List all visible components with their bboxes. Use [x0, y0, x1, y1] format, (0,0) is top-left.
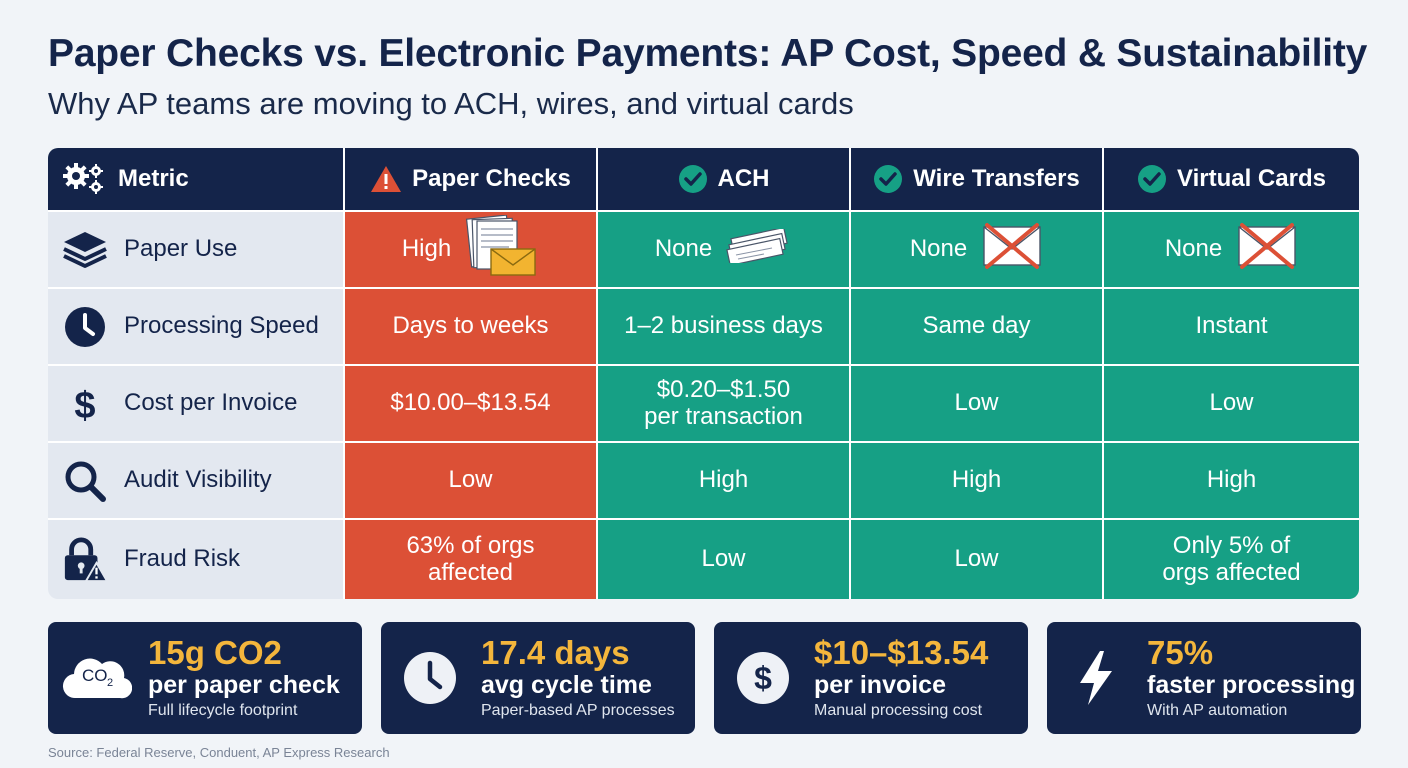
metric-processing-speed: Processing Speed [48, 289, 345, 366]
value-cell: 1–2 business days [598, 289, 851, 366]
crossed-envelope-icon [981, 221, 1043, 278]
clock-icon [62, 304, 108, 350]
value-cell: High [1104, 443, 1359, 520]
svg-text:$: $ [74, 385, 95, 425]
value-cell: High [851, 443, 1104, 520]
stat-label: per invoice [814, 671, 946, 699]
metric-cost-per-invoice: $ Cost per Invoice [48, 366, 345, 443]
metric-label: Processing Speed [124, 312, 319, 340]
stat-cards: CO 2 15g CO2 per paper check Full lifecy… [48, 622, 1361, 734]
stat-label: faster processing [1147, 671, 1356, 699]
value-cell: Low [851, 366, 1104, 443]
value-text: None [654, 235, 713, 263]
dollar-icon: $ [62, 381, 108, 427]
value-cell: Low [1104, 366, 1359, 443]
metric-label: Paper Use [124, 235, 238, 263]
stat-caption: Paper-based AP processes [481, 702, 675, 719]
comparison-table: Metric Paper Checks ACH Wire Transf [48, 148, 1359, 599]
co2-subscript: 2 [107, 677, 114, 689]
check-slips-icon [726, 226, 792, 270]
value-text: None [909, 235, 968, 263]
metric-label: Audit Visibility [124, 466, 272, 494]
gears-icon [62, 162, 108, 196]
header-label: Metric [118, 164, 189, 192]
check-circle-icon [678, 164, 708, 194]
header-ach: ACH [598, 148, 851, 212]
co2-cloud-icon: CO 2 [62, 650, 132, 706]
header-paper-checks: Paper Checks [345, 148, 598, 212]
value-cell: None [1104, 212, 1359, 289]
stat-caption: Full lifecycle footprint [148, 702, 298, 719]
check-circle-icon [873, 164, 903, 194]
header-label: ACH [717, 164, 770, 192]
value-cell: Low [851, 520, 1104, 599]
value-cell: 63% of orgs affected [345, 520, 598, 599]
stat-label: per paper check [148, 671, 340, 699]
stat-caption: With AP automation [1147, 702, 1288, 719]
stat-card-invoice-cost: $ $10–$13.54 per invoice Manual processi… [714, 622, 1028, 734]
stat-value: 15g CO2 [148, 634, 282, 671]
metric-audit-visibility: Audit Visibility [48, 443, 345, 520]
stat-label: avg cycle time [481, 671, 652, 699]
lightning-icon [1061, 650, 1131, 706]
stat-value: $10–$13.54 [814, 634, 989, 671]
crossed-envelope-icon [1236, 221, 1298, 278]
value-cell: Same day [851, 289, 1104, 366]
check-circle-icon [1137, 164, 1167, 194]
dollar-icon: $ [728, 650, 798, 706]
stack-layers-icon [62, 227, 108, 273]
warning-icon [370, 165, 402, 193]
stat-card-faster-processing: 75% faster processing With AP automation [1047, 622, 1361, 734]
value-cell: Only 5% of orgs affected [1104, 520, 1359, 599]
paper-stack-envelope-icon [465, 214, 539, 284]
header-wire-transfers: Wire Transfers [851, 148, 1104, 212]
value-cell: $0.20–$1.50 per transaction [598, 366, 851, 443]
header-metric: Metric [48, 148, 345, 212]
source-note: Source: Federal Reserve, Conduent, AP Ex… [48, 745, 390, 760]
value-cell: High [598, 443, 851, 520]
stat-caption: Manual processing cost [814, 702, 983, 719]
lock-warning-icon [62, 536, 108, 583]
metric-fraud-risk: Fraud Risk [48, 520, 345, 599]
page-title: Paper Checks vs. Electronic Payments: AP… [48, 32, 1368, 75]
header-label: Virtual Cards [1177, 164, 1326, 192]
magnifier-icon [62, 458, 108, 504]
stat-card-co2: CO 2 15g CO2 per paper check Full lifecy… [48, 622, 362, 734]
value-cell: $10.00–$13.54 [345, 366, 598, 443]
value-cell: None [598, 212, 851, 289]
stat-value: 17.4 days [481, 634, 630, 671]
value-cell: Days to weeks [345, 289, 598, 366]
co2-label: CO [82, 666, 108, 685]
value-text: High [401, 235, 452, 263]
value-cell: Low [598, 520, 851, 599]
metric-paper-use: Paper Use [48, 212, 345, 289]
value-cell: None [851, 212, 1104, 289]
stat-card-cycle-time: 17.4 days avg cycle time Paper-based AP … [381, 622, 695, 734]
value-cell: High [345, 212, 598, 289]
header-virtual-cards: Virtual Cards [1104, 148, 1359, 212]
svg-text:$: $ [754, 660, 772, 696]
stat-value: 75% [1147, 634, 1214, 671]
value-cell: Low [345, 443, 598, 520]
clock-icon [395, 650, 465, 706]
page-subtitle: Why AP teams are moving to ACH, wires, a… [48, 86, 854, 121]
value-cell: Instant [1104, 289, 1359, 366]
header-label: Wire Transfers [913, 164, 1080, 192]
value-text: None [1164, 235, 1223, 263]
header-label: Paper Checks [412, 164, 571, 192]
metric-label: Fraud Risk [124, 545, 241, 573]
metric-label: Cost per Invoice [124, 389, 298, 417]
